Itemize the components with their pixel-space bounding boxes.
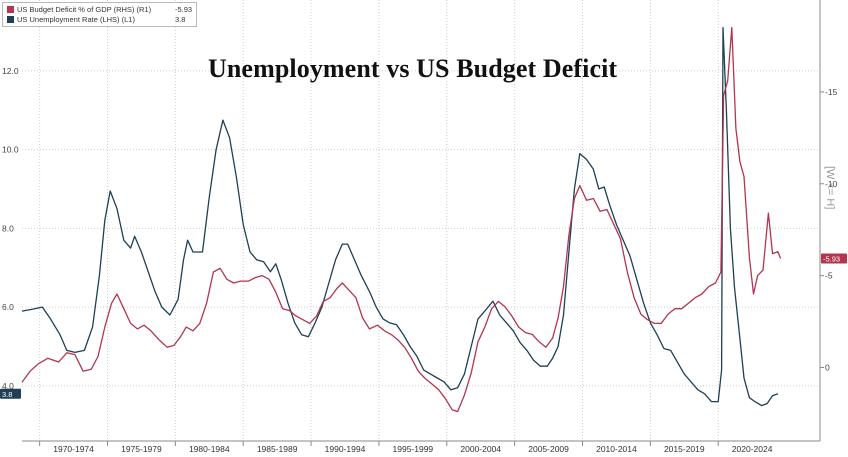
legend: US Budget Deficit % of GDP (RHS) (R1) -5… bbox=[2, 2, 198, 27]
series-layer bbox=[21, 26, 782, 413]
legend-item-deficit: US Budget Deficit % of GDP (RHS) (R1) -5… bbox=[7, 4, 192, 14]
deficit-line bbox=[21, 26, 782, 413]
right-tick-label: -15 bbox=[825, 87, 838, 97]
right-tick-label: -10 bbox=[825, 179, 838, 189]
x-tick-label: 1985-1989 bbox=[257, 444, 298, 454]
legend-label-deficit: US Budget Deficit % of GDP (RHS) (R1) bbox=[17, 4, 152, 14]
deficit-last-value-tag bbox=[821, 253, 847, 264]
x-tick-label: 1980-1984 bbox=[189, 444, 230, 454]
value-tags: 3.8 -5.93 bbox=[0, 253, 847, 399]
x-tick-label: 1970-1974 bbox=[53, 444, 94, 454]
legend-value-deficit: -5.93 bbox=[175, 4, 193, 14]
x-tick-label: 2000-2004 bbox=[460, 444, 501, 454]
grid bbox=[22, 0, 820, 441]
right-axis: -15 -10 -5 0 bbox=[819, 0, 838, 441]
x-tick-label: 1975-1979 bbox=[121, 444, 162, 454]
right-axis-side-label: [W <= H] bbox=[824, 166, 836, 210]
legend-value-unemployment: 3.8 bbox=[175, 14, 186, 24]
left-tick-label: 10.0 bbox=[2, 145, 19, 155]
legend-swatch-unemployment bbox=[7, 15, 14, 23]
right-tick-label: -5 bbox=[825, 271, 833, 281]
x-tick-label: 2005-2009 bbox=[528, 444, 569, 454]
unemployment-line bbox=[21, 26, 779, 407]
left-tick-label: 4.0 bbox=[2, 381, 14, 391]
left-axis: 12.0 10.0 8.0 6.0 4.0 bbox=[2, 66, 19, 391]
chart-title: Unemployment vs US Budget Deficit bbox=[208, 54, 618, 83]
unemployment-last-value-tag bbox=[0, 388, 21, 399]
x-tick-label: 2010-2014 bbox=[596, 444, 637, 454]
x-axis: 1970-1974 1975-1979 1980-1984 1985-1989 1990… bbox=[22, 440, 820, 454]
legend-swatch-deficit bbox=[7, 5, 14, 13]
legend-label-unemployment: US Unemployment Rate (LHS) (L1) bbox=[17, 14, 135, 24]
x-tick-label: 2020-2024 bbox=[732, 444, 773, 454]
left-tick-label: 6.0 bbox=[2, 302, 14, 312]
unemployment-last-value-label: 3.8 bbox=[2, 390, 12, 399]
x-tick-label: 2015-2019 bbox=[664, 444, 705, 454]
x-tick-label: 1990-1994 bbox=[325, 444, 366, 454]
left-tick-label: 8.0 bbox=[2, 223, 14, 233]
left-tick-label: 12.0 bbox=[2, 66, 19, 76]
legend-item-unemployment: US Unemployment Rate (LHS) (L1) 3.8 bbox=[7, 14, 192, 24]
right-tick-label: 0 bbox=[825, 363, 830, 373]
deficit-last-value-label: -5.93 bbox=[823, 255, 840, 264]
x-tick-label: 1995-1999 bbox=[393, 444, 434, 454]
